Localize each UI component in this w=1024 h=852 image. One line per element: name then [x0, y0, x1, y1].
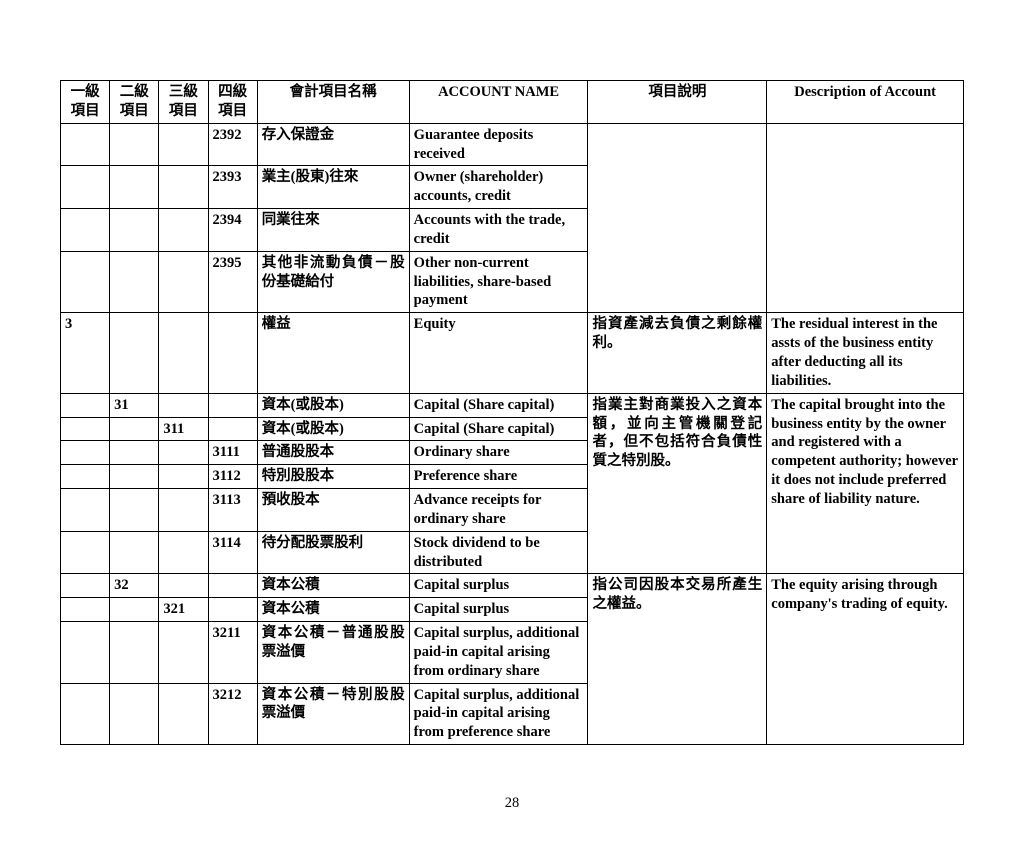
code-l4: 3111	[208, 441, 257, 465]
desc-zh	[588, 123, 767, 313]
name-zh: 資本公積－特別股股票溢價	[257, 683, 409, 745]
name-zh: 資本公積	[257, 574, 409, 598]
code-l4: 2394	[208, 209, 257, 252]
code-l4: 2392	[208, 123, 257, 166]
name-zh: 普通股股本	[257, 441, 409, 465]
name-en: Advance receipts for ordinary share	[409, 489, 588, 532]
name-zh: 資本(或股本)	[257, 393, 409, 417]
name-en: Accounts with the trade, credit	[409, 209, 588, 252]
desc-en: The capital brought into the business en…	[767, 393, 964, 574]
name-zh: 待分配股票股利	[257, 531, 409, 574]
page-number: 28	[60, 795, 964, 812]
name-en: Other non-current liabilities, share-bas…	[409, 251, 588, 313]
code-l4: 3212	[208, 683, 257, 745]
header-l4: 四級 項目	[208, 81, 257, 124]
table-row: 31 資本(或股本) Capital (Share capital) 指業主對商…	[61, 393, 964, 417]
name-zh: 資本公積－普通股股票溢價	[257, 622, 409, 684]
desc-zh: 指業主對商業投入之資本額，並向主管機關登記者，但不包括符合負債性質之特別股。	[588, 393, 767, 574]
name-en: Equity	[409, 313, 588, 393]
name-en: Guarantee deposits received	[409, 123, 588, 166]
name-en: Capital (Share capital)	[409, 417, 588, 441]
code-l4: 3113	[208, 489, 257, 532]
code-l1: 3	[61, 313, 110, 393]
code-l4: 3211	[208, 622, 257, 684]
name-zh: 權益	[257, 313, 409, 393]
table-row: 32 資本公積 Capital surplus 指公司因股本交易所產生之權益。 …	[61, 574, 964, 598]
name-zh: 預收股本	[257, 489, 409, 532]
code-l4: 2395	[208, 251, 257, 313]
header-l1: 一級 項目	[61, 81, 110, 124]
name-en: Ordinary share	[409, 441, 588, 465]
name-zh: 同業往來	[257, 209, 409, 252]
code-l4: 3114	[208, 531, 257, 574]
name-zh: 其他非流動負債－股份基礎給付	[257, 251, 409, 313]
name-zh: 資本(或股本)	[257, 417, 409, 441]
accounts-table: 一級 項目 二級 項目 三級 項目 四級 項目 會計項目名稱 ACCOUNT N…	[60, 80, 964, 745]
desc-en: The residual interest in the assts of th…	[767, 313, 964, 393]
name-en: Capital surplus, additional paid-in capi…	[409, 622, 588, 684]
code-l4: 3112	[208, 465, 257, 489]
name-zh: 特別股股本	[257, 465, 409, 489]
name-zh: 資本公積	[257, 598, 409, 622]
code-l3: 321	[159, 598, 208, 622]
name-en: Capital surplus, additional paid-in capi…	[409, 683, 588, 745]
name-en: Capital (Share capital)	[409, 393, 588, 417]
name-zh: 業主(股東)往來	[257, 166, 409, 209]
name-en: Owner (shareholder) accounts, credit	[409, 166, 588, 209]
desc-en	[767, 123, 964, 313]
name-zh: 存入保證金	[257, 123, 409, 166]
desc-en: The equity arising through company's tra…	[767, 574, 964, 745]
name-en: Stock dividend to be distributed	[409, 531, 588, 574]
code-l3: 311	[159, 417, 208, 441]
header-l2: 二級 項目	[110, 81, 159, 124]
name-en: Capital surplus	[409, 598, 588, 622]
header-desc-zh: 項目說明	[588, 81, 767, 124]
name-en: Capital surplus	[409, 574, 588, 598]
header-name-zh: 會計項目名稱	[257, 81, 409, 124]
table-row: 3 權益 Equity 指資產減去負債之剩餘權利。 The residual i…	[61, 313, 964, 393]
desc-zh: 指公司因股本交易所產生之權益。	[588, 574, 767, 745]
header-name-en: ACCOUNT NAME	[409, 81, 588, 124]
table-row: 2392 存入保證金 Guarantee deposits received	[61, 123, 964, 166]
name-en: Preference share	[409, 465, 588, 489]
code-l4: 2393	[208, 166, 257, 209]
header-l3: 三級 項目	[159, 81, 208, 124]
code-l2: 32	[110, 574, 159, 598]
header-desc-en: Description of Account	[767, 81, 964, 124]
code-l2: 31	[110, 393, 159, 417]
desc-zh: 指資產減去負債之剩餘權利。	[588, 313, 767, 393]
